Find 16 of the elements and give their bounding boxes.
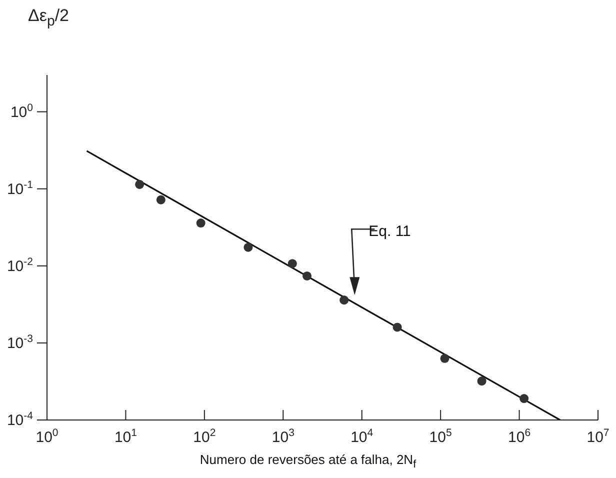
x-tick-label: 10$^{3}$	[272, 427, 295, 446]
y-tick-label: 10$^{0}$	[10, 102, 34, 121]
y-tick-label: 10$^{-2}$	[6, 256, 34, 275]
x-tick-label: 10$^{7}$	[586, 427, 610, 446]
x-tick-label: 10$^{0}$	[36, 427, 58, 446]
x-tick-label: 10$^{1}$	[114, 427, 138, 446]
x-axis-title: Numero de reversões até a falha, 2N$_{f}$	[198, 452, 418, 471]
x-tick-label: 10$^{6}$	[508, 427, 531, 446]
y-tick-label: 10$^{-3}$	[6, 332, 34, 352]
x-tick-label: 10$^{4}$	[350, 427, 374, 446]
annotation: Eq. 11	[368, 223, 411, 240]
y-tick-label: 10$^{-4}$	[6, 410, 34, 429]
x-tick-label: 10$^{5}$	[429, 427, 452, 446]
y-tick-label: 10$^{-1}$	[6, 178, 34, 198]
y-axis-title: Δε$_{p}$/2	[28, 6, 69, 30]
x-tick-label: 10$^{2}$	[193, 427, 216, 446]
